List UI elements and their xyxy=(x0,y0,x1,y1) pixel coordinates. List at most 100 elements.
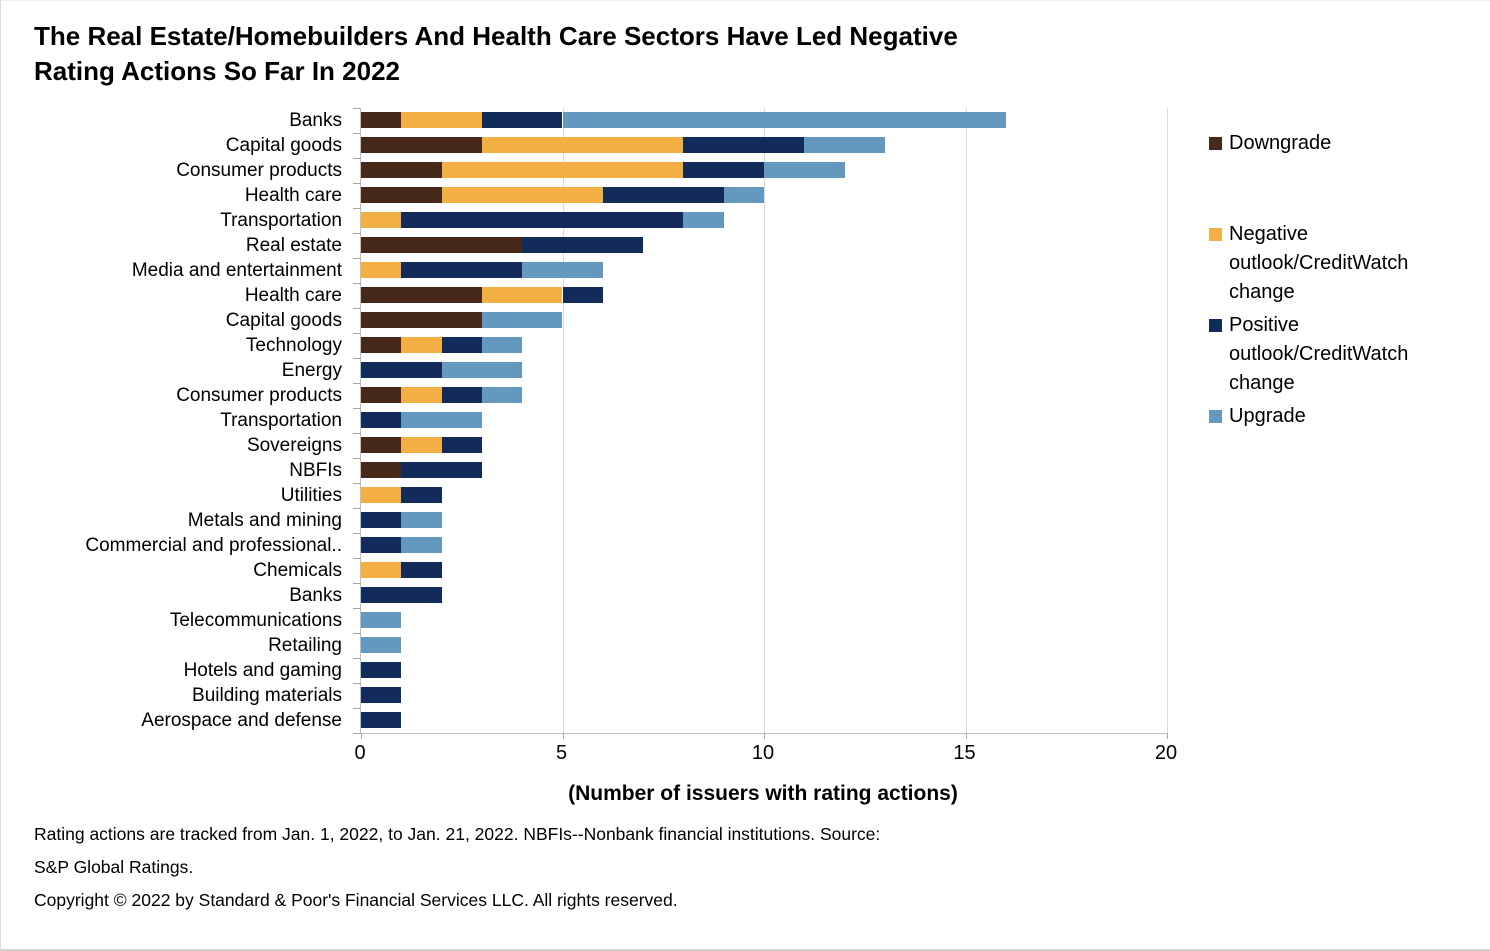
bar-segment-upgrade xyxy=(441,362,523,378)
gridline xyxy=(764,108,765,733)
bar-row xyxy=(361,333,1167,358)
category-label: Aerospace and defense xyxy=(141,710,342,731)
y-tick-mark xyxy=(353,183,361,184)
bar-row xyxy=(361,208,1167,233)
bar-row xyxy=(361,408,1167,433)
bar-segment-positive xyxy=(361,362,442,378)
category-label: Health care xyxy=(244,185,342,206)
legend-item: Negative outlook/CreditWatch change xyxy=(1209,220,1477,307)
legend-item: Upgrade xyxy=(1209,402,1477,431)
category-label: Commercial and professional.. xyxy=(85,535,342,556)
category-label: Banks xyxy=(289,585,342,606)
category-label: Banks xyxy=(289,110,342,131)
legend-item: Positive outlook/CreditWatch change xyxy=(1209,311,1477,398)
bar-segment-negative xyxy=(481,137,684,153)
bar-row xyxy=(361,683,1167,708)
y-tick-mark xyxy=(353,258,361,259)
bar-row xyxy=(361,158,1167,183)
y-tick-mark xyxy=(353,158,361,159)
y-tick-mark xyxy=(353,733,361,734)
bar-segment-upgrade xyxy=(481,337,523,353)
category-label: Hotels and gaming xyxy=(183,660,342,681)
category-label: Media and entertainment xyxy=(131,260,342,281)
y-tick-mark xyxy=(353,558,361,559)
footnotes: Rating actions are tracked from Jan. 1, … xyxy=(34,818,880,917)
x-tick-label: 0 xyxy=(354,742,366,764)
y-tick-mark xyxy=(353,708,361,709)
category-label: Metals and mining xyxy=(187,510,342,531)
gridline xyxy=(562,108,564,733)
x-tick-mark xyxy=(361,733,362,739)
y-tick-mark xyxy=(353,233,361,234)
bar-segment-positive xyxy=(683,137,805,153)
category-label: Utilities xyxy=(280,485,342,506)
bar-row xyxy=(361,133,1167,158)
bar-row xyxy=(361,258,1167,283)
bar-row xyxy=(361,108,1167,133)
bar-segment-positive xyxy=(401,212,684,228)
category-label: Real estate xyxy=(245,235,342,256)
y-tick-mark xyxy=(353,283,361,284)
bar-segment-negative xyxy=(361,262,402,278)
bar-segment-downgrade xyxy=(361,312,482,328)
category-label: Transportation xyxy=(220,210,342,231)
bar-segment-positive xyxy=(361,587,442,603)
plot-area xyxy=(353,108,1168,739)
bar-row xyxy=(361,233,1167,258)
bar-row xyxy=(361,533,1167,558)
y-tick-mark xyxy=(353,308,361,309)
bar-segment-negative xyxy=(401,387,442,403)
y-tick-mark xyxy=(353,483,361,484)
bar-segment-positive xyxy=(361,712,402,728)
bar-segment-positive xyxy=(361,412,402,428)
bar-segment-positive xyxy=(441,437,482,453)
bar-row xyxy=(361,558,1167,583)
bar-segment-positive xyxy=(401,262,523,278)
category-label: Building materials xyxy=(192,685,342,706)
bar-row xyxy=(361,383,1167,408)
bar-segment-positive xyxy=(361,537,402,553)
x-tick-mark xyxy=(1167,733,1168,739)
y-tick-mark xyxy=(353,458,361,459)
legend-item: Downgrade xyxy=(1209,129,1477,158)
bar-segment-upgrade xyxy=(723,187,764,203)
bar-segment-negative xyxy=(361,212,402,228)
category-label: Sovereigns xyxy=(246,435,342,456)
bar-segment-downgrade xyxy=(361,137,482,153)
bar-segment-negative xyxy=(481,287,563,303)
category-label: Chemicals xyxy=(253,560,342,581)
legend-swatch-icon xyxy=(1209,410,1222,423)
bar-segment-positive xyxy=(361,662,402,678)
bar-segment-downgrade xyxy=(361,337,402,353)
bar-segment-negative xyxy=(361,487,402,503)
y-tick-mark xyxy=(353,508,361,509)
category-label: Health care xyxy=(244,285,342,306)
x-axis-title: (Number of issuers with rating actions) xyxy=(568,782,958,805)
bar-segment-upgrade xyxy=(764,162,845,178)
bar-row xyxy=(361,583,1167,608)
x-tick-mark xyxy=(562,733,564,739)
bar-segment-negative xyxy=(441,187,603,203)
y-tick-mark xyxy=(353,683,361,684)
y-tick-mark xyxy=(353,658,361,659)
bar-segment-upgrade xyxy=(401,512,442,528)
bar-segment-positive xyxy=(562,287,603,303)
bar-segment-positive xyxy=(401,562,442,578)
bar-segment-downgrade xyxy=(361,112,402,128)
bar-row xyxy=(361,458,1167,483)
bar-segment-upgrade xyxy=(401,537,442,553)
bar-segment-negative xyxy=(441,162,684,178)
bar-segment-negative xyxy=(401,437,442,453)
bar-row xyxy=(361,358,1167,383)
bar-segment-upgrade xyxy=(401,412,482,428)
bar-segment-negative xyxy=(401,337,442,353)
category-label: Consumer products xyxy=(176,160,342,181)
y-tick-mark xyxy=(353,408,361,409)
bar-segment-positive xyxy=(602,187,724,203)
gridline xyxy=(965,108,967,733)
bar-row xyxy=(361,308,1167,333)
bar-segment-positive xyxy=(361,512,402,528)
category-axis: Banks Capital goods Consumer products Healt… xyxy=(1,108,348,733)
x-tick-label: 15 xyxy=(953,742,976,764)
category-label: Transportation xyxy=(220,410,342,431)
